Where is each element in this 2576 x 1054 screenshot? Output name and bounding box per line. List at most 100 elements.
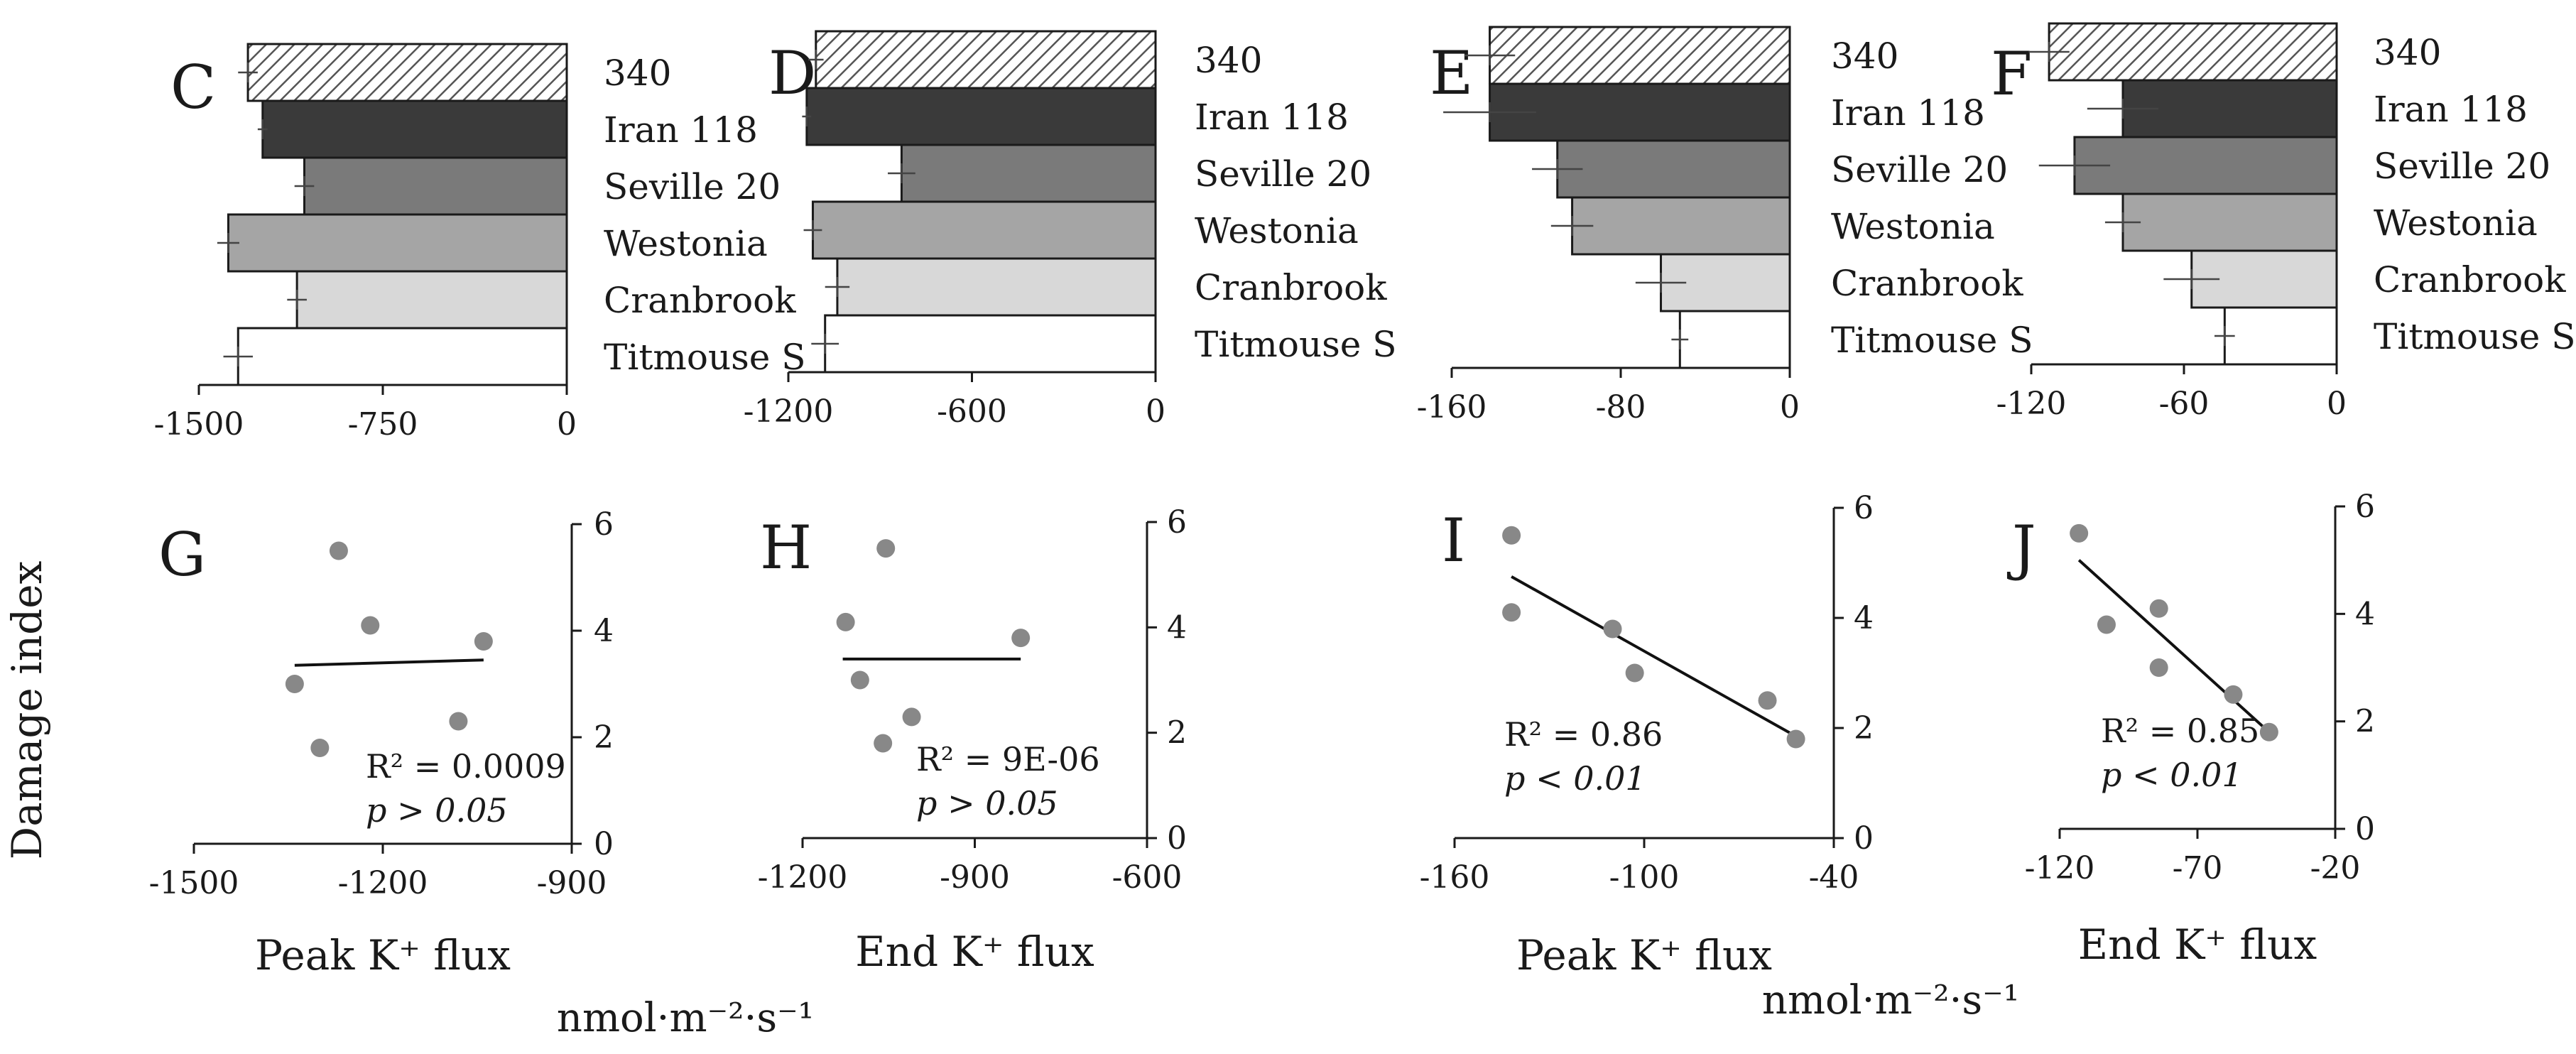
data-point-h bbox=[1011, 629, 1031, 648]
panel-i: I -160 -100 -400 2 4 6 R² = 0.86 p < 0.01 Peak K⁺… bbox=[1420, 490, 1874, 979]
data-point-j bbox=[2149, 599, 2168, 618]
category-label-d-seville-20: Seville 20 bbox=[1195, 153, 1371, 195]
x-tick-label-d: -600 bbox=[937, 393, 1007, 430]
category-label-c-titmouse-s: Titmouse S bbox=[604, 337, 806, 378]
y-tick-label-i: 6 bbox=[1854, 490, 1874, 526]
data-point-j bbox=[2259, 722, 2278, 741]
data-point-j bbox=[2097, 615, 2116, 634]
x-tick-label-i: -100 bbox=[1609, 859, 1680, 896]
panel-f: F 340 Iran 118 Seville 20 Westonia Cranbrook T… bbox=[1991, 22, 2576, 422]
panel-label-g: G bbox=[158, 520, 206, 590]
x-tick-label-j: -20 bbox=[2310, 850, 2361, 886]
x-tick-label-e: -80 bbox=[1596, 389, 1646, 425]
x-tick-label-e: -160 bbox=[1417, 389, 1487, 425]
bar-c-westonia bbox=[227, 213, 568, 273]
x-tick-label-h: -900 bbox=[940, 859, 1010, 896]
x-tick-label-c: -1500 bbox=[154, 406, 244, 442]
x-tick-label-f: 0 bbox=[2327, 386, 2347, 422]
panel-label-f: F bbox=[1991, 39, 2032, 109]
x-tick-label-h: -1200 bbox=[758, 859, 848, 896]
category-label-d-iran-118: Iran 118 bbox=[1195, 97, 1349, 138]
trend-line-g bbox=[294, 658, 484, 667]
data-point-g bbox=[310, 739, 330, 757]
y-tick-label-h: 2 bbox=[1167, 715, 1187, 751]
x-axis-label-i: Peak K⁺ flux bbox=[1516, 931, 1772, 979]
data-point-j bbox=[2224, 685, 2243, 704]
x-tick-label-i: -40 bbox=[1809, 859, 1859, 896]
data-point-j bbox=[2070, 523, 2089, 543]
y-tick-label-i: 0 bbox=[1854, 820, 1874, 857]
bar-d-cranbrook bbox=[836, 257, 1157, 317]
bar-d-westonia bbox=[811, 200, 1157, 260]
category-label-e-340: 340 bbox=[1831, 36, 1898, 77]
bar-d-340 bbox=[815, 30, 1157, 89]
data-point-g bbox=[361, 616, 380, 635]
bar-c-340 bbox=[246, 43, 568, 102]
bar-f-340 bbox=[2048, 22, 2338, 82]
y-tick-label-j: 6 bbox=[2355, 489, 2375, 525]
category-label-e-iran-118: Iran 118 bbox=[1831, 92, 1985, 134]
category-label-f-cranbrook: Cranbrook bbox=[2374, 259, 2566, 300]
panel-label-h: H bbox=[760, 513, 812, 582]
bar-e-seville-20 bbox=[1556, 139, 1791, 199]
category-label-d-cranbrook: Cranbrook bbox=[1195, 267, 1387, 308]
y-tick-label-j: 2 bbox=[2355, 704, 2375, 740]
y-tick-label-i: 4 bbox=[1854, 600, 1874, 636]
x-tick-label-g: -900 bbox=[537, 865, 607, 901]
y-tick-label-g: 4 bbox=[594, 613, 614, 649]
bar-c-titmouse-s bbox=[237, 327, 568, 386]
category-label-c-cranbrook: Cranbrook bbox=[604, 280, 796, 321]
p-value-h: p > 0.05 bbox=[916, 784, 1058, 822]
y-tick-label-g: 0 bbox=[594, 826, 614, 862]
y-tick-label-g: 2 bbox=[594, 719, 614, 756]
data-point-i bbox=[1786, 729, 1805, 749]
category-label-e-westonia: Westonia bbox=[1831, 206, 1995, 247]
panel-label-j: J bbox=[2006, 513, 2036, 582]
x-tick-label-c: -750 bbox=[348, 406, 418, 442]
data-point-g bbox=[449, 712, 468, 731]
trend-line-j bbox=[2077, 559, 2271, 734]
data-point-j bbox=[2149, 658, 2168, 677]
x-axis-label-g: Peak K⁺ flux bbox=[255, 931, 511, 979]
bar-f-seville-20 bbox=[2073, 136, 2338, 195]
category-label-f-340: 340 bbox=[2374, 32, 2441, 73]
category-label-e-seville-20: Seville 20 bbox=[1831, 149, 2008, 190]
category-label-e-cranbrook: Cranbrook bbox=[1831, 263, 2023, 304]
r-squared-j: R² = 0.85 bbox=[2101, 712, 2259, 750]
panel-label-c: C bbox=[170, 53, 216, 122]
damage-index-label: Damage index bbox=[3, 561, 51, 860]
category-label-f-iran-118: Iran 118 bbox=[2374, 89, 2528, 130]
data-point-h bbox=[850, 670, 869, 690]
y-tick-label-h: 0 bbox=[1167, 820, 1187, 857]
x-tick-label-c: 0 bbox=[557, 406, 577, 442]
bar-e-340 bbox=[1489, 26, 1791, 85]
category-label-f-westonia: Westonia bbox=[2374, 202, 2538, 244]
trend-line-i bbox=[1511, 575, 1797, 738]
category-label-e-titmouse-s: Titmouse S bbox=[1831, 320, 2033, 361]
bar-e-titmouse-s bbox=[1678, 310, 1791, 369]
bar-c-iran-118 bbox=[261, 99, 568, 159]
x-tick-label-e: 0 bbox=[1780, 389, 1800, 425]
bar-e-iran-118 bbox=[1489, 82, 1791, 142]
category-label-f-titmouse-s: Titmouse S bbox=[2374, 316, 2576, 357]
x-tick-label-h: -600 bbox=[1112, 859, 1183, 896]
bar-f-titmouse-s bbox=[2223, 306, 2338, 366]
bar-d-seville-20 bbox=[900, 143, 1157, 203]
data-point-h bbox=[876, 539, 896, 558]
category-label-c-340: 340 bbox=[604, 53, 671, 94]
category-label-c-westonia: Westonia bbox=[604, 223, 768, 264]
p-value-j: p < 0.01 bbox=[2101, 756, 2243, 794]
x-tick-label-j: -70 bbox=[2173, 850, 2223, 886]
x-axis-label-h: End K⁺ flux bbox=[855, 928, 1094, 976]
x-tick-label-f: -60 bbox=[2159, 386, 2210, 422]
data-point-i bbox=[1625, 663, 1644, 683]
bar-f-westonia bbox=[2121, 192, 2338, 252]
category-label-c-seville-20: Seville 20 bbox=[604, 166, 781, 207]
unit-label-right: nmol·m⁻²·s⁻¹ bbox=[1762, 977, 2019, 1023]
r-squared-h: R² = 9E-06 bbox=[916, 740, 1100, 778]
data-point-g bbox=[329, 541, 348, 560]
data-point-i bbox=[1603, 619, 1622, 639]
x-tick-label-f: -120 bbox=[1996, 386, 2067, 422]
